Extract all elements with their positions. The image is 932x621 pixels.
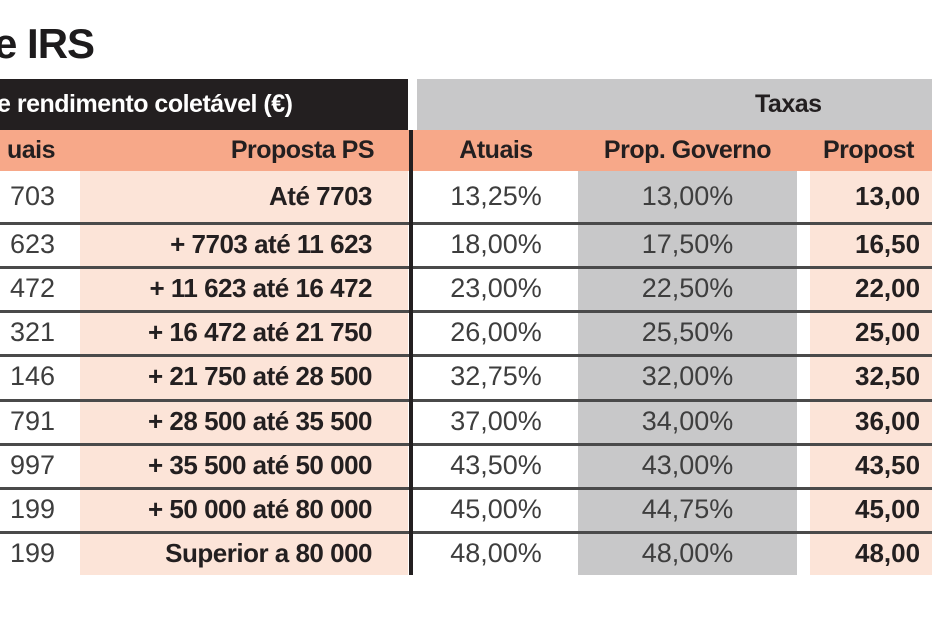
bracket-atual-fragment: 623 <box>9 228 55 259</box>
taxas-group-header: Taxas <box>417 79 932 130</box>
rate-proposta-ps: 45,00 <box>855 493 921 524</box>
table-row: 997 + 35 500 até 50 000 43,50% 43,00% 43… <box>0 443 932 490</box>
rate-atual: 43,50% <box>450 449 542 480</box>
rate-prop-governo: 34,00% <box>641 405 734 436</box>
rate-atual: 13,25% <box>450 181 542 211</box>
rate-atual: 48,00% <box>450 537 542 568</box>
income-brackets-group-label: e rendimento coletável (€) <box>0 90 293 118</box>
table-row: 146 + 21 750 até 28 500 32,75% 32,00% 32… <box>0 354 932 402</box>
rate-atual: 45,00% <box>450 493 542 524</box>
bracket-proposta-ps: Até 7703 <box>269 181 372 211</box>
bracket-atual-fragment: 791 <box>9 405 55 436</box>
rate-prop-governo: 13,00% <box>641 181 734 211</box>
bracket-atual-fragment: 703 <box>9 181 55 211</box>
table-row: 472 + 11 623 até 16 472 23,00% 22,50% 22… <box>0 266 932 313</box>
rate-proposta-ps: 36,00 <box>855 405 921 436</box>
rate-proposta-ps: 13,00 <box>855 181 921 211</box>
bracket-proposta-ps: + 11 623 até 16 472 <box>149 272 372 303</box>
table-row: 199 Superior a 80 000 48,00% 48,00% 48,0… <box>0 531 932 575</box>
table-row: 791 + 28 500 até 35 500 37,00% 34,00% 36… <box>0 399 932 446</box>
rate-prop-governo: 25,50% <box>641 316 734 347</box>
column-header-proposta-ps-rates: Propost <box>823 136 914 164</box>
bracket-atual-fragment: 199 <box>9 493 55 524</box>
bracket-atual-fragment: 199 <box>9 537 55 568</box>
table-row: 321 + 16 472 até 21 750 26,00% 25,50% 25… <box>0 310 932 357</box>
taxas-group-label: Taxas <box>755 90 822 118</box>
column-header-prop-governo-rates: Prop. Governo <box>603 136 772 164</box>
rate-proposta-ps: 48,00 <box>855 537 921 568</box>
rate-proposta-ps: 32,50 <box>855 361 921 391</box>
page-title: e IRS <box>0 20 95 67</box>
table-row: 703 Até 7703 13,25% 13,00% 13,00 <box>0 171 932 225</box>
income-brackets-group-header: e rendimento coletável (€) <box>0 79 408 130</box>
bracket-proposta-ps: + 16 472 até 21 750 <box>148 316 372 347</box>
column-header-atuais-rates: Atuais <box>459 136 533 164</box>
bracket-proposta-ps: + 50 000 até 80 000 <box>148 493 372 524</box>
prop-governo-rate-column-background <box>578 171 797 575</box>
bracket-atual-fragment: 321 <box>9 316 55 347</box>
rate-atual: 26,00% <box>450 316 542 347</box>
bracket-atual-fragment: 472 <box>9 272 55 303</box>
rate-proposta-ps: 25,00 <box>855 316 921 347</box>
column-header-proposta-ps-brackets: Proposta PS <box>230 136 375 164</box>
bracket-proposta-ps: Superior a 80 000 <box>165 537 372 568</box>
rate-prop-governo: 43,00% <box>641 449 734 480</box>
proposta-ps-rate-column-background <box>810 171 932 575</box>
rate-proposta-ps: 22,00 <box>855 272 921 303</box>
table-row: 623 + 7703 até 11 623 18,00% 17,50% 16,5… <box>0 222 932 269</box>
bracket-proposta-ps: + 7703 até 11 623 <box>170 228 372 259</box>
bracket-atual-fragment: 997 <box>9 449 55 480</box>
rate-prop-governo: 17,50% <box>641 228 734 259</box>
column-header-row: uais Proposta PS Atuais Prop. Governo Pr… <box>0 130 932 171</box>
section-divider-line <box>409 130 413 575</box>
bracket-proposta-ps: + 28 500 até 35 500 <box>148 405 372 436</box>
rate-proposta-ps: 16,50 <box>855 228 921 259</box>
rate-atual: 18,00% <box>450 228 542 259</box>
proposta-ps-bracket-column-background <box>80 171 408 575</box>
rate-proposta-ps: 43,50 <box>855 449 921 480</box>
bracket-atual-fragment: 146 <box>9 361 55 391</box>
bracket-proposta-ps: + 35 500 até 50 000 <box>148 449 372 480</box>
column-header-atuais-brackets: uais <box>6 136 56 164</box>
rate-prop-governo: 22,50% <box>641 272 734 303</box>
rate-prop-governo: 32,00% <box>641 361 734 391</box>
rate-atual: 37,00% <box>450 405 542 436</box>
table-row: 199 + 50 000 até 80 000 45,00% 44,75% 45… <box>0 487 932 534</box>
rate-atual: 23,00% <box>450 272 542 303</box>
rate-prop-governo: 48,00% <box>641 537 734 568</box>
rate-prop-governo: 44,75% <box>641 493 734 524</box>
rate-atual: 32,75% <box>450 361 542 391</box>
bracket-proposta-ps: + 21 750 até 28 500 <box>148 361 372 391</box>
